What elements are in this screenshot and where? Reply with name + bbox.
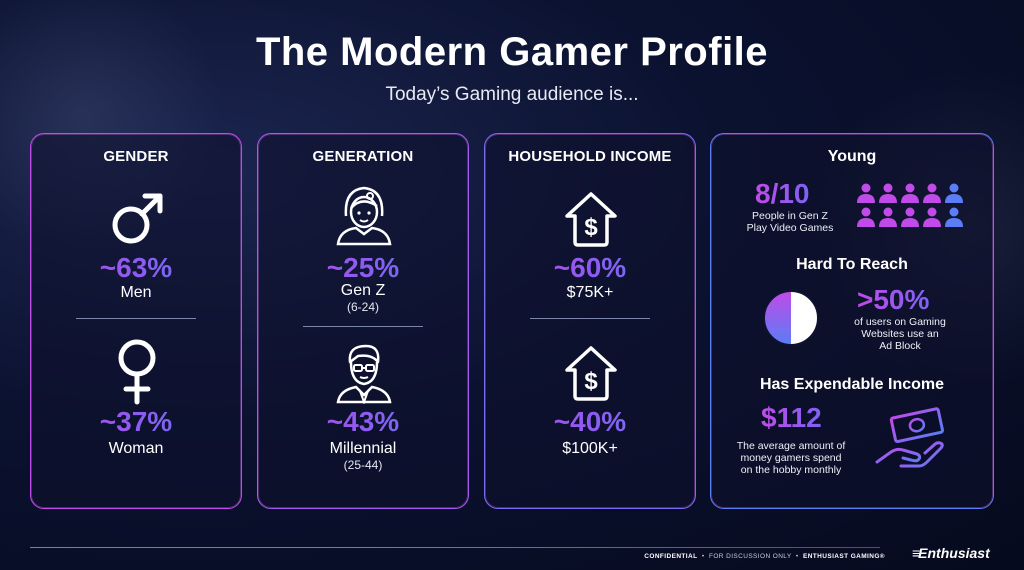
male-symbol-icon [112, 193, 163, 244]
gender-card: GENDER ~63% Men ~37% Woman [30, 133, 242, 509]
men-label: Men [120, 284, 152, 301]
house-dollar-icon: $ [565, 346, 617, 401]
svg-text:$: $ [584, 214, 598, 241]
generation-card: GENERATION ~25% Gen Z (6-24) ~43% Millen… [257, 133, 469, 509]
income-first-percent: ~60% [485, 252, 695, 284]
generation-divider [303, 326, 423, 327]
expendable-income-title: Has Expendable Income [759, 376, 945, 393]
footer-divider [30, 547, 880, 548]
millennial-label: Millennial [329, 440, 397, 457]
person-icon [879, 207, 897, 227]
footer-discussion: FOR DISCUSSION ONLY [708, 553, 792, 560]
svg-text:$: $ [584, 368, 598, 395]
person-icon [901, 207, 919, 227]
income-card: HOUSEHOLD INCOME $ ~60% $75K+ $ ~40% $10… [484, 133, 696, 509]
young-title: Young [827, 148, 877, 165]
income-first-label: $75K+ [566, 284, 614, 301]
reach-desc-line1: of users on Gaming [854, 316, 946, 328]
young-desc-line1: People in Gen Z [752, 210, 828, 222]
expendable-desc-line2: money gamers spend [740, 452, 842, 464]
person-icon [923, 183, 941, 203]
reach-desc-line2: Websites use an [861, 328, 939, 340]
expendable-desc-line1: The average amount of [736, 440, 846, 452]
footer-brand: ENTHUSIAST GAMING® [802, 553, 885, 560]
enthusiast-logo: ≡Enthusiast [912, 545, 990, 561]
reach-description: of users on Gaming Websites use an Ad Bl… [835, 316, 965, 352]
female-symbol-icon [118, 339, 156, 405]
income-second-label: $100K+ [562, 440, 618, 457]
people-grid-icon [857, 183, 963, 227]
reach-stat: >50% [857, 284, 930, 315]
gender-divider [76, 318, 196, 319]
women-percent: ~37% [31, 406, 241, 438]
young-stat: 8/10 [755, 178, 810, 209]
money-hand-icon [875, 407, 945, 468]
house-dollar-icon: $ [565, 192, 617, 247]
gen-z-label: Gen Z [340, 282, 386, 299]
millennial-range: (25-44) [343, 458, 383, 472]
expendable-desc-line3: on the hobby monthly [740, 464, 842, 476]
gender-card-title: GENDER [103, 148, 169, 165]
young-desc-line2: Play Video Games [746, 222, 834, 234]
person-icon [857, 207, 875, 227]
person-icon [879, 183, 897, 203]
reach-title: Hard To Reach [796, 256, 908, 273]
young-description: People in Gen Z Play Video Games [725, 210, 855, 234]
person-icon [857, 183, 875, 203]
person-icon [945, 207, 963, 227]
income-card-title: HOUSEHOLD INCOME [508, 148, 672, 165]
page-subtitle: Today’s Gaming audience is... [385, 84, 639, 105]
gen-z-person-icon [336, 186, 392, 246]
millennial-person-icon [336, 344, 392, 404]
reach-desc-line3: Ad Block [879, 340, 921, 352]
gen-z-percent: ~25% [258, 252, 468, 284]
income-divider [530, 318, 650, 319]
person-icon [901, 183, 919, 203]
page-title: The Modern Gamer Profile [255, 30, 769, 74]
expendable-income-stat: $112 [761, 402, 822, 433]
millennial-percent: ~43% [258, 406, 468, 438]
footer-confidential: CONFIDENTIAL [644, 553, 698, 560]
expendable-income-description: The average amount of money gamers spend… [721, 440, 861, 476]
men-percent: ~63% [31, 252, 241, 284]
women-label: Woman [108, 440, 164, 457]
gen-z-range: (6-24) [346, 300, 379, 314]
profile-card: Young 8/10 People in Gen Z Play Video Ga… [710, 133, 994, 509]
person-icon [923, 207, 941, 227]
footer-text: CONFIDENTIAL • FOR DISCUSSION ONLY • ENT… [644, 553, 885, 560]
person-icon [945, 183, 963, 203]
half-circle-chart-icon [763, 290, 819, 346]
generation-card-title: GENERATION [312, 148, 414, 165]
logo-text: Enthusiast [918, 545, 990, 561]
income-second-percent: ~40% [485, 406, 695, 438]
